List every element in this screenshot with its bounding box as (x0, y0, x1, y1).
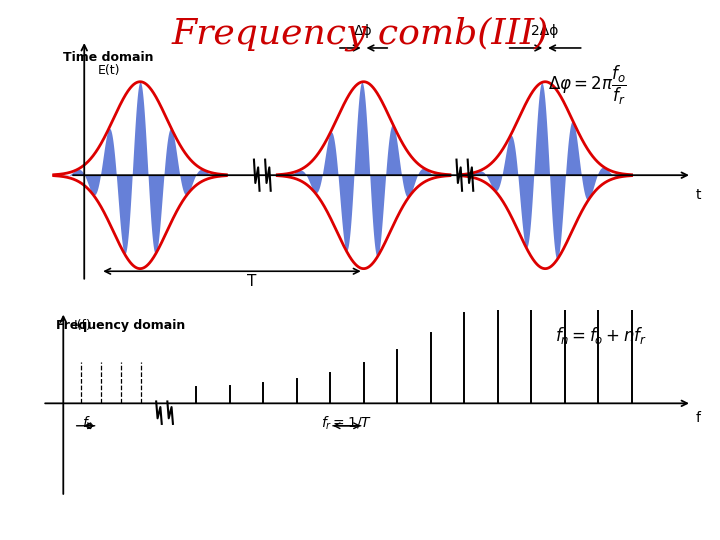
Text: f: f (696, 411, 701, 425)
Text: I(f): I(f) (73, 319, 91, 332)
Text: $f_r=1/T$: $f_r=1/T$ (321, 415, 372, 432)
Text: $f_o$: $f_o$ (81, 415, 94, 432)
Text: $f_n = f_o + nf_r$: $f_n = f_o + nf_r$ (555, 325, 647, 346)
Text: Time domain: Time domain (63, 51, 154, 64)
Text: t: t (696, 188, 701, 202)
Text: Δϕ: Δϕ (354, 24, 373, 38)
Text: 2Δϕ: 2Δϕ (531, 24, 559, 38)
Text: Frequency comb(III): Frequency comb(III) (171, 16, 549, 51)
Text: $\Delta\varphi = 2\pi\dfrac{f_o}{f_r}$: $\Delta\varphi = 2\pi\dfrac{f_o}{f_r}$ (548, 64, 626, 107)
Text: E(t): E(t) (98, 64, 121, 77)
Text: Frequency domain: Frequency domain (56, 319, 186, 332)
Text: T: T (247, 274, 256, 289)
